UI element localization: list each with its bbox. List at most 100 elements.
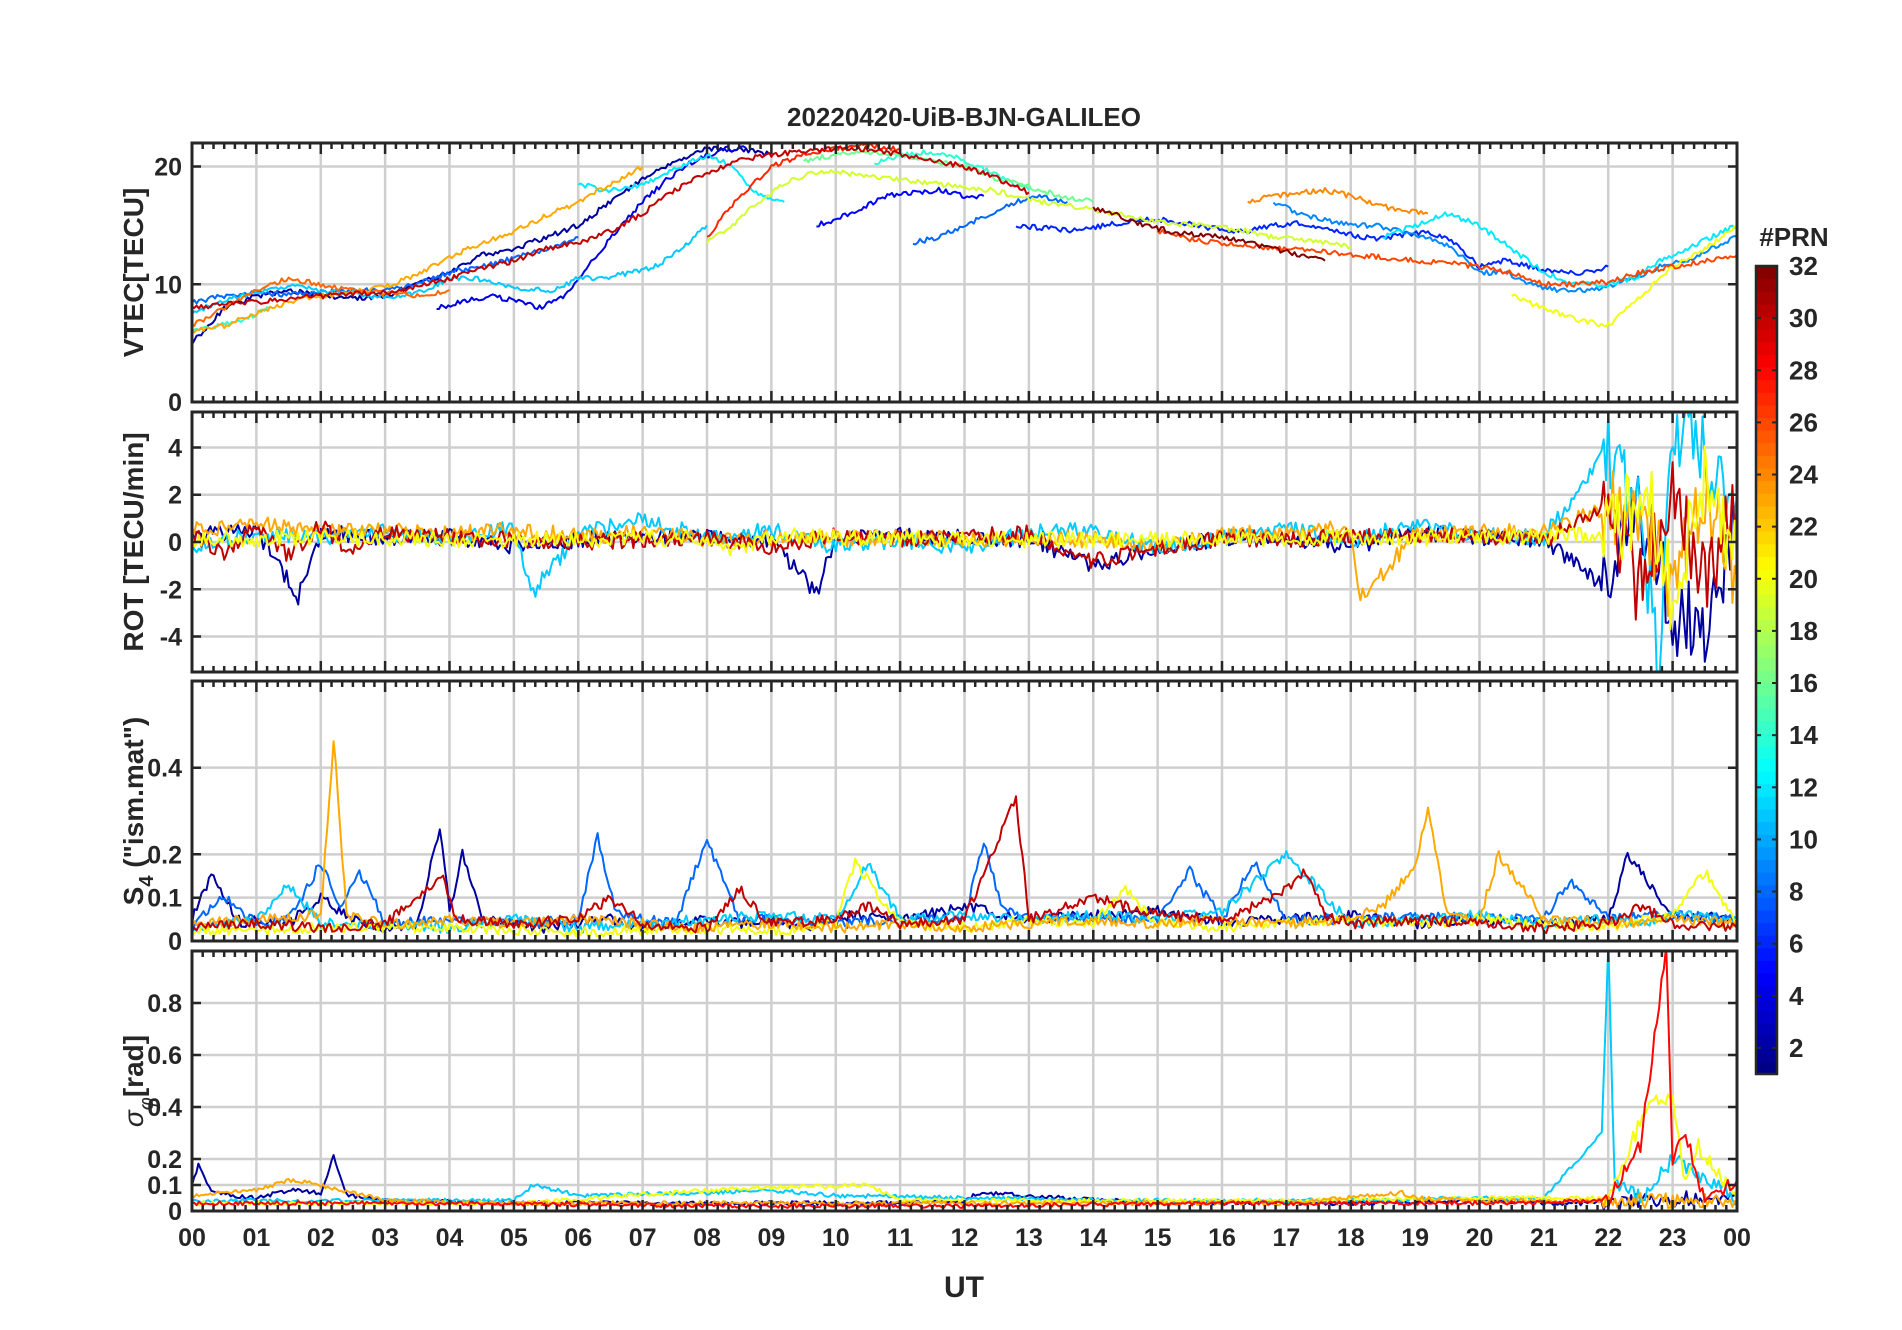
colorbar-segment: [1756, 960, 1777, 974]
colorbar-segment: [1756, 606, 1777, 621]
x-tick-label: 23: [1659, 1224, 1687, 1252]
y-tick-label: 0.6: [147, 1042, 182, 1070]
x-tick-label: 09: [757, 1224, 785, 1252]
x-tick-label: 17: [1272, 1224, 1300, 1252]
y-tick-label: -4: [160, 624, 182, 652]
colorbar-segment: [1756, 303, 1777, 318]
colorbar-segment: [1756, 909, 1777, 924]
axis-ticks: [190, 951, 1739, 1213]
colorbar-tick-label: 30: [1789, 303, 1818, 333]
axis-ticks: [190, 412, 1739, 672]
colorbar-tick-label: 6: [1789, 929, 1803, 959]
panel-s4: 00.10.20.4S4 ("ism.mat"): [118, 679, 1739, 956]
axis-ticks: [190, 681, 1739, 943]
y-axis-label-rest: [rad]: [118, 1035, 149, 1097]
colorbar-segment: [1756, 1010, 1777, 1025]
y-axis-label: S4 ("ism.mat"): [118, 717, 158, 906]
colorbar-tick-label: 2: [1789, 1033, 1803, 1063]
colorbar-tick-label: 4: [1789, 981, 1804, 1011]
y-tick-label: 0.4: [147, 755, 182, 783]
colorbar-segment: [1756, 404, 1777, 419]
colorbar-segment: [1756, 682, 1777, 696]
colorbar-segment: [1756, 935, 1777, 949]
colorbar-segment: [1756, 291, 1777, 305]
colorbar-segment: [1756, 480, 1777, 494]
colorbar-tick-label: 22: [1789, 512, 1818, 542]
panel-sigmaphi: 00.10.2 0.4 0.6 0.8 σφ[rad]: [118, 949, 1739, 1226]
x-tick-label: 18: [1337, 1224, 1365, 1252]
series-prn-23: [192, 165, 644, 334]
series-prn-20: [192, 444, 1737, 631]
colorbar-segment: [1756, 1036, 1777, 1050]
series-prn-8: [912, 193, 1068, 246]
series-prn-14: [873, 149, 1030, 191]
x-tick-label: 22: [1594, 1224, 1622, 1252]
x-tick-label: 10: [822, 1224, 850, 1252]
y-tick-label: 0: [168, 529, 182, 557]
y-tick-label: -2: [160, 576, 182, 604]
series-prn-32: [1092, 206, 1326, 262]
y-axis-label-main: S: [118, 887, 149, 906]
colorbar-title: #PRN: [1759, 222, 1828, 252]
series-prn-4: [436, 145, 747, 311]
colorbar-segment: [1756, 316, 1777, 330]
colorbar-segment: [1756, 266, 1777, 280]
x-tick-label: 04: [436, 1224, 464, 1252]
colorbar-segment: [1756, 796, 1777, 810]
x-tick-label: 21: [1530, 1224, 1558, 1252]
y-axis-label-sub: 4: [136, 875, 158, 887]
chart-title: 20220420-UiB-BJN-GALILEO: [787, 102, 1141, 132]
x-axis: 00 01 02 03 04 05 06 07 08 09 10 11 12 13 14 15 16 17 18 19…: [178, 1224, 1751, 1252]
colorbar-frame: [1754, 264, 1779, 1076]
colorbar-segment: [1756, 354, 1777, 368]
x-tick-label: 01: [242, 1224, 270, 1252]
colorbar-tick-label: 26: [1789, 407, 1818, 437]
series-prn-30: [192, 795, 1737, 934]
x-tick-label: 16: [1208, 1224, 1236, 1252]
x-tick-label: 05: [500, 1224, 528, 1252]
series-group: [192, 143, 1737, 345]
colorbar-segment: [1756, 379, 1777, 393]
x-tick-label: 06: [564, 1224, 592, 1252]
series-prn-2: [192, 145, 772, 345]
colorbar-tick-label: 28: [1789, 355, 1818, 385]
colorbar-segment: [1756, 745, 1777, 759]
y-tick-label: 0.4: [147, 1094, 182, 1122]
colorbar-segment: [1756, 695, 1777, 709]
colorbar-segment: [1756, 872, 1777, 886]
y-tick-label: 0.2: [147, 841, 182, 869]
series-prn-11: [192, 951, 1737, 1206]
y-axis-label-main: σ: [118, 1109, 149, 1127]
x-tick-label: 00: [178, 1224, 206, 1252]
colorbar-segment: [1756, 455, 1777, 469]
colorbar-segment: [1756, 632, 1777, 646]
colorbar-segment: [1756, 644, 1777, 658]
colorbar-segment: [1756, 442, 1777, 456]
axis-ticks: [190, 143, 1739, 404]
series-prn-6: [1015, 216, 1609, 276]
colorbar-segment: [1756, 758, 1777, 772]
colorbar-segment: [1756, 543, 1777, 557]
colorbar-segment: [1756, 329, 1777, 343]
x-tick-label: 00: [1723, 1224, 1751, 1252]
y-axis-label: σφ[rad]: [118, 1035, 158, 1127]
y-tick-label: 20: [154, 154, 182, 182]
colorbar-segment: [1756, 430, 1777, 444]
colorbar-segment: [1756, 846, 1777, 860]
colorbar-segment: [1756, 985, 1777, 999]
colorbar-segment: [1756, 1023, 1777, 1037]
x-tick-label: 20: [1466, 1224, 1494, 1252]
colorbar-segment: [1756, 771, 1777, 785]
y-tick-label: 10: [154, 271, 182, 299]
y-tick-label: 0: [168, 928, 182, 956]
colorbar-segment: [1756, 505, 1777, 520]
series-prn-5: [816, 186, 985, 228]
colorbar-segment: [1756, 569, 1777, 583]
x-tick-label: 07: [629, 1224, 657, 1252]
colorbar-segment: [1756, 619, 1777, 633]
x-tick-label: 13: [1015, 1224, 1043, 1252]
colorbar-segment: [1756, 1048, 1777, 1062]
